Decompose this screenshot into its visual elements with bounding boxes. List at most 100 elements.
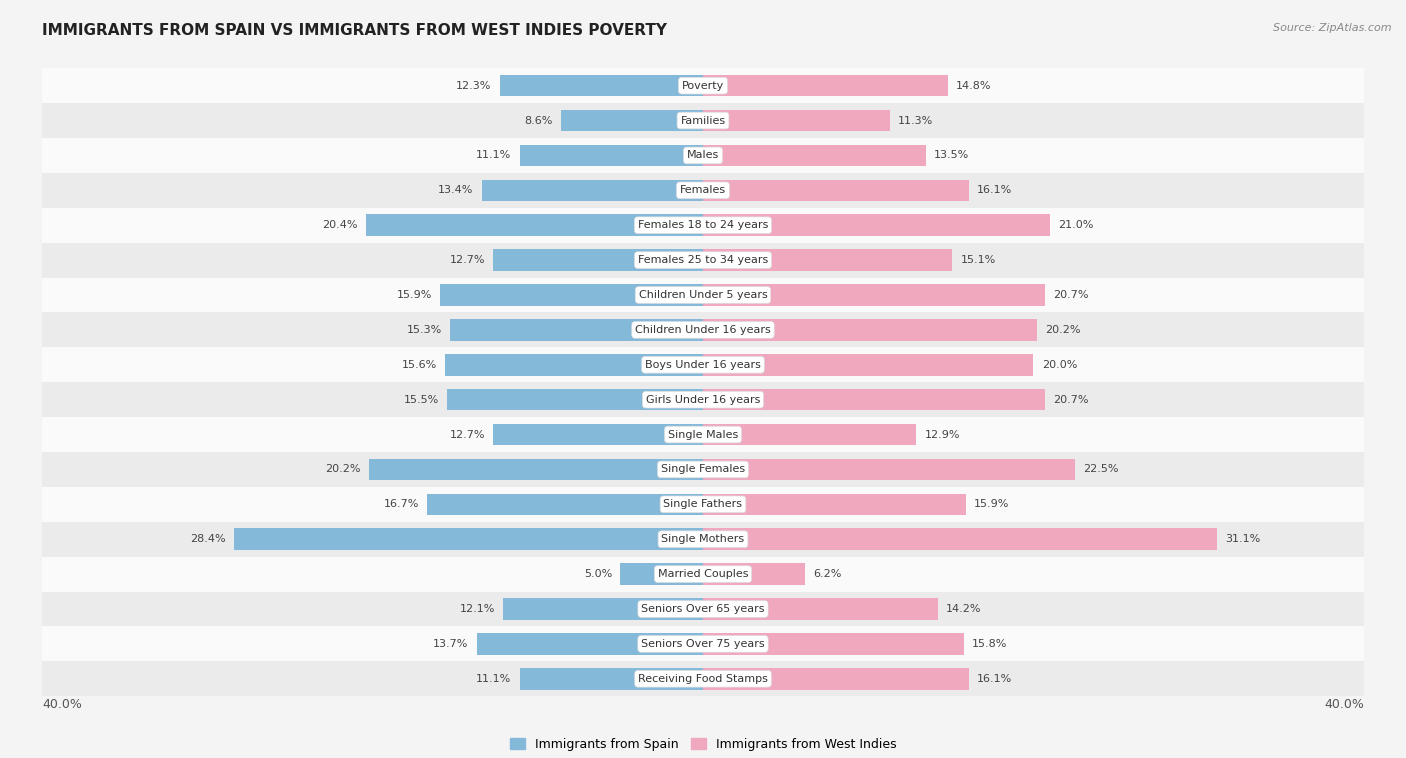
Bar xyxy=(450,319,703,340)
Bar xyxy=(42,173,1364,208)
Bar xyxy=(447,389,703,411)
Text: Married Couples: Married Couples xyxy=(658,569,748,579)
Bar xyxy=(42,312,1364,347)
Text: 20.4%: 20.4% xyxy=(322,221,357,230)
Text: 20.7%: 20.7% xyxy=(1053,395,1088,405)
Bar xyxy=(703,284,1045,305)
Bar xyxy=(503,598,703,620)
Text: 12.7%: 12.7% xyxy=(450,255,485,265)
Text: IMMIGRANTS FROM SPAIN VS IMMIGRANTS FROM WEST INDIES POVERTY: IMMIGRANTS FROM SPAIN VS IMMIGRANTS FROM… xyxy=(42,23,668,38)
Bar xyxy=(703,563,806,585)
Text: 6.2%: 6.2% xyxy=(814,569,842,579)
Bar xyxy=(42,347,1364,382)
Bar xyxy=(42,661,1364,696)
Bar xyxy=(703,249,952,271)
Bar xyxy=(703,493,966,515)
Text: Boys Under 16 years: Boys Under 16 years xyxy=(645,360,761,370)
Bar xyxy=(42,522,1364,556)
Text: Seniors Over 75 years: Seniors Over 75 years xyxy=(641,639,765,649)
Text: 11.3%: 11.3% xyxy=(898,115,934,126)
Bar xyxy=(703,319,1036,340)
Bar xyxy=(703,668,969,690)
Bar xyxy=(703,528,1216,550)
Text: Children Under 5 years: Children Under 5 years xyxy=(638,290,768,300)
Bar xyxy=(703,633,965,655)
Text: 15.5%: 15.5% xyxy=(404,395,439,405)
Text: Children Under 16 years: Children Under 16 years xyxy=(636,325,770,335)
Text: 8.6%: 8.6% xyxy=(524,115,553,126)
Text: 13.7%: 13.7% xyxy=(433,639,468,649)
Bar xyxy=(703,389,1045,411)
Text: 15.3%: 15.3% xyxy=(406,325,441,335)
Text: Receiving Food Stamps: Receiving Food Stamps xyxy=(638,674,768,684)
Bar xyxy=(499,75,703,96)
Text: 15.6%: 15.6% xyxy=(402,360,437,370)
Text: Seniors Over 65 years: Seniors Over 65 years xyxy=(641,604,765,614)
Text: Families: Families xyxy=(681,115,725,126)
Text: Females: Females xyxy=(681,185,725,196)
Text: 20.2%: 20.2% xyxy=(326,465,361,475)
Bar xyxy=(440,284,703,305)
Text: Girls Under 16 years: Girls Under 16 years xyxy=(645,395,761,405)
Text: 5.0%: 5.0% xyxy=(583,569,612,579)
Bar xyxy=(42,208,1364,243)
Bar xyxy=(233,528,703,550)
Text: 12.7%: 12.7% xyxy=(450,430,485,440)
Text: 31.1%: 31.1% xyxy=(1225,534,1260,544)
Bar xyxy=(703,75,948,96)
Bar xyxy=(703,110,890,131)
Bar xyxy=(42,556,1364,591)
Text: 14.2%: 14.2% xyxy=(946,604,981,614)
Bar xyxy=(520,668,703,690)
Text: Females 18 to 24 years: Females 18 to 24 years xyxy=(638,221,768,230)
Text: 16.7%: 16.7% xyxy=(384,500,419,509)
Bar xyxy=(42,452,1364,487)
Bar xyxy=(561,110,703,131)
Text: Males: Males xyxy=(688,150,718,161)
Bar xyxy=(703,354,1033,376)
Legend: Immigrants from Spain, Immigrants from West Indies: Immigrants from Spain, Immigrants from W… xyxy=(505,733,901,756)
Text: 40.0%: 40.0% xyxy=(42,698,82,712)
Bar xyxy=(42,243,1364,277)
Bar xyxy=(620,563,703,585)
Text: 20.0%: 20.0% xyxy=(1042,360,1077,370)
Text: 11.1%: 11.1% xyxy=(477,674,512,684)
Text: 13.4%: 13.4% xyxy=(439,185,474,196)
Bar xyxy=(366,215,703,236)
Text: 16.1%: 16.1% xyxy=(977,185,1012,196)
Bar xyxy=(427,493,703,515)
Text: Poverty: Poverty xyxy=(682,80,724,91)
Bar xyxy=(703,215,1050,236)
Text: Source: ZipAtlas.com: Source: ZipAtlas.com xyxy=(1274,23,1392,33)
Text: 15.9%: 15.9% xyxy=(974,500,1010,509)
Bar xyxy=(482,180,703,201)
Text: 28.4%: 28.4% xyxy=(190,534,225,544)
Text: 15.1%: 15.1% xyxy=(960,255,995,265)
Bar xyxy=(42,591,1364,626)
Text: Single Males: Single Males xyxy=(668,430,738,440)
Text: 40.0%: 40.0% xyxy=(1324,698,1364,712)
Bar xyxy=(520,145,703,166)
Text: 13.5%: 13.5% xyxy=(934,150,970,161)
Text: 20.7%: 20.7% xyxy=(1053,290,1088,300)
Text: 12.1%: 12.1% xyxy=(460,604,495,614)
Bar xyxy=(703,145,927,166)
Text: 16.1%: 16.1% xyxy=(977,674,1012,684)
Text: 15.9%: 15.9% xyxy=(396,290,432,300)
Bar xyxy=(42,487,1364,522)
Text: 12.3%: 12.3% xyxy=(456,80,492,91)
Text: Single Mothers: Single Mothers xyxy=(661,534,745,544)
Text: 15.8%: 15.8% xyxy=(973,639,1008,649)
Text: 12.9%: 12.9% xyxy=(924,430,960,440)
Bar xyxy=(42,277,1364,312)
Bar xyxy=(42,382,1364,417)
Bar xyxy=(703,424,917,446)
Bar xyxy=(703,598,938,620)
Bar xyxy=(494,424,703,446)
Text: 11.1%: 11.1% xyxy=(477,150,512,161)
Text: 21.0%: 21.0% xyxy=(1059,221,1094,230)
Bar xyxy=(370,459,703,481)
Bar xyxy=(42,626,1364,661)
Text: 22.5%: 22.5% xyxy=(1083,465,1118,475)
Text: 20.2%: 20.2% xyxy=(1045,325,1080,335)
